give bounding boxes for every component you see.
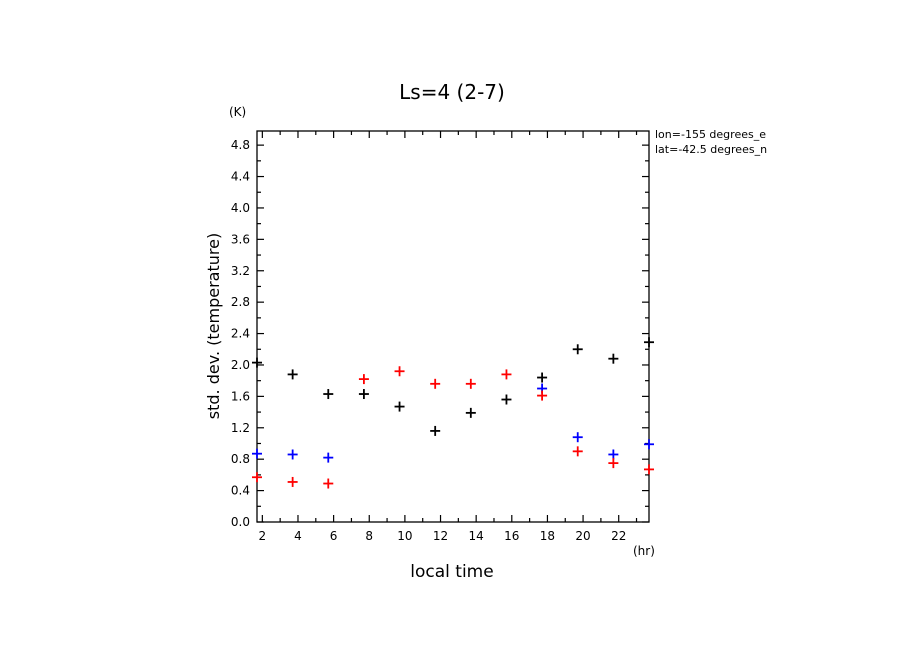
data-point — [252, 472, 262, 483]
data-point — [537, 390, 548, 401]
data-point — [358, 389, 369, 400]
data-point — [252, 448, 262, 459]
data-point — [644, 337, 654, 348]
y-tick-label: 1.2 — [231, 421, 250, 435]
data-point — [394, 401, 405, 412]
y-tick-label: 2.4 — [231, 327, 250, 341]
data-point — [323, 389, 334, 400]
y-axis-label: std. dev. (temperature) — [204, 233, 223, 419]
x-tick-label: 14 — [469, 529, 484, 543]
x-tick-label: 4 — [294, 529, 302, 543]
y-tick-label: 4.4 — [231, 170, 250, 184]
y-unit-label: (K) — [229, 105, 246, 119]
data-point — [358, 374, 369, 385]
data-point — [323, 452, 334, 463]
data-point — [287, 369, 298, 380]
data-point — [501, 369, 512, 380]
x-tick-label: 6 — [330, 529, 338, 543]
y-tick-label: 2.0 — [231, 358, 250, 372]
x-tick-label: 18 — [540, 529, 555, 543]
y-tick-label: 0.4 — [231, 484, 250, 498]
data-point — [608, 449, 619, 460]
annotation-longitude: lon=-155 degrees_e — [655, 128, 766, 141]
y-tick-label: 3.2 — [231, 264, 250, 278]
x-tick-label: 10 — [397, 529, 412, 543]
y-tick-label: 1.6 — [231, 389, 250, 403]
x-tick-label: 16 — [504, 529, 519, 543]
data-point — [644, 439, 654, 450]
data-point — [287, 449, 298, 460]
data-point — [572, 446, 583, 457]
data-marks — [252, 337, 654, 489]
x-tick-label: 12 — [433, 529, 448, 543]
data-point — [323, 478, 334, 489]
x-tick-label: 20 — [575, 529, 590, 543]
y-tick-label: 3.6 — [231, 232, 250, 246]
chart-title: Ls=4 (2-7) — [399, 80, 505, 104]
y-tick-label: 2.8 — [231, 295, 250, 309]
x-axis-label: local time — [410, 562, 493, 582]
annotation-latitude: lat=-42.5 degrees_n — [655, 143, 767, 156]
data-point — [394, 366, 405, 377]
data-point — [287, 476, 298, 487]
data-point — [608, 458, 619, 469]
data-point — [430, 378, 441, 389]
y-tick-label: 0.0 — [231, 515, 250, 529]
x-tick-label: 2 — [259, 529, 267, 543]
y-tick-label: 0.8 — [231, 452, 250, 466]
data-point — [537, 372, 548, 383]
axis-ticks: 0.0 0.4 0.8 1.2 1.6 2.0 2.4 2.8 3.2 3.6 4.0 4.4 4.8 2… — [231, 131, 649, 543]
data-point — [465, 378, 476, 389]
data-point — [252, 357, 262, 368]
x-tick-label: 8 — [365, 529, 373, 543]
y-tick-label: 4.0 — [231, 201, 250, 215]
x-unit-label: (hr) — [633, 544, 655, 558]
data-point — [465, 407, 476, 418]
data-point — [430, 425, 441, 436]
data-point — [608, 353, 619, 364]
data-point — [572, 432, 583, 443]
x-tick-label: 22 — [611, 529, 626, 543]
plot-frame — [256, 130, 650, 523]
data-point — [501, 394, 512, 405]
data-point — [572, 344, 583, 355]
y-tick-label: 4.8 — [231, 138, 250, 152]
data-point — [644, 464, 654, 475]
